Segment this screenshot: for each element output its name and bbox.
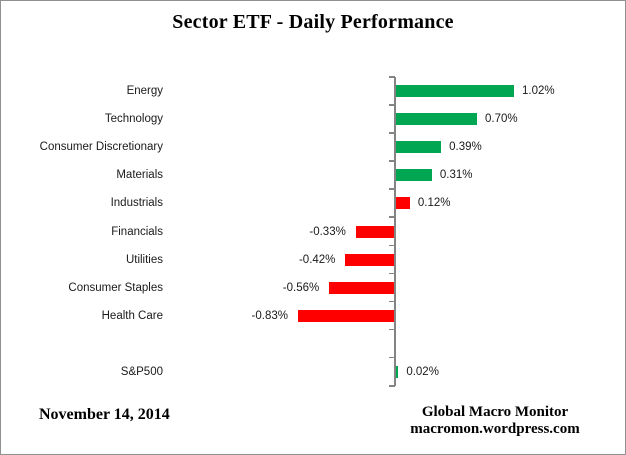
axis-tick (389, 328, 395, 331)
value-label: 0.39% (449, 141, 482, 154)
category-label: Materials (116, 169, 163, 182)
value-label: -0.83% (251, 309, 288, 322)
category-label: Industrials (110, 197, 163, 210)
source-attribution: Global Macro Monitor macromon.wordpress.… (397, 404, 593, 438)
chart-title: Sector ETF - Daily Performance (172, 11, 454, 33)
category-label: Technology (104, 113, 163, 126)
bar-positive (396, 197, 410, 210)
category-label: Financials (111, 225, 163, 238)
bar-negative (297, 309, 394, 322)
value-label: 0.31% (439, 169, 473, 182)
axis-tick (389, 76, 395, 78)
axis-tick (389, 104, 395, 106)
value-label: 0.02% (406, 365, 439, 378)
source-url: macromon.wordpress.com (410, 421, 580, 437)
axis-tick (389, 244, 395, 247)
bar-positive (396, 141, 442, 154)
bar-negative (355, 225, 394, 238)
value-label: 1.02% (522, 85, 555, 98)
axis-tick (389, 356, 395, 359)
axis-tick (389, 300, 395, 303)
y-axis-line (394, 77, 396, 386)
bar-negative (345, 253, 394, 266)
axis-tick (389, 385, 395, 387)
value-label: 0.12% (417, 197, 451, 210)
bar-positive (396, 169, 432, 182)
category-label: Utilities (125, 253, 163, 266)
category-label: Energy (126, 85, 163, 98)
axis-tick (389, 216, 395, 218)
axis-tick (389, 272, 395, 275)
axis-tick (389, 132, 395, 134)
bar-positive (396, 85, 514, 98)
source-name: Global Macro Monitor (421, 404, 569, 420)
value-label: -0.42% (298, 253, 336, 266)
chart-date: November 14, 2014 (39, 406, 170, 423)
value-label: -0.33% (309, 225, 346, 238)
axis-tick (389, 188, 395, 190)
category-label: Consumer Staples (68, 281, 163, 294)
bar-negative (329, 281, 394, 294)
bar-positive (396, 113, 477, 126)
value-label: 0.70% (484, 113, 518, 126)
value-label: -0.56% (282, 281, 320, 294)
category-label: S&P500 (120, 365, 163, 378)
bar-positive (396, 365, 399, 378)
axis-tick (389, 160, 395, 162)
category-label: Consumer Discretionary (39, 141, 163, 154)
category-label: Health Care (101, 309, 163, 322)
